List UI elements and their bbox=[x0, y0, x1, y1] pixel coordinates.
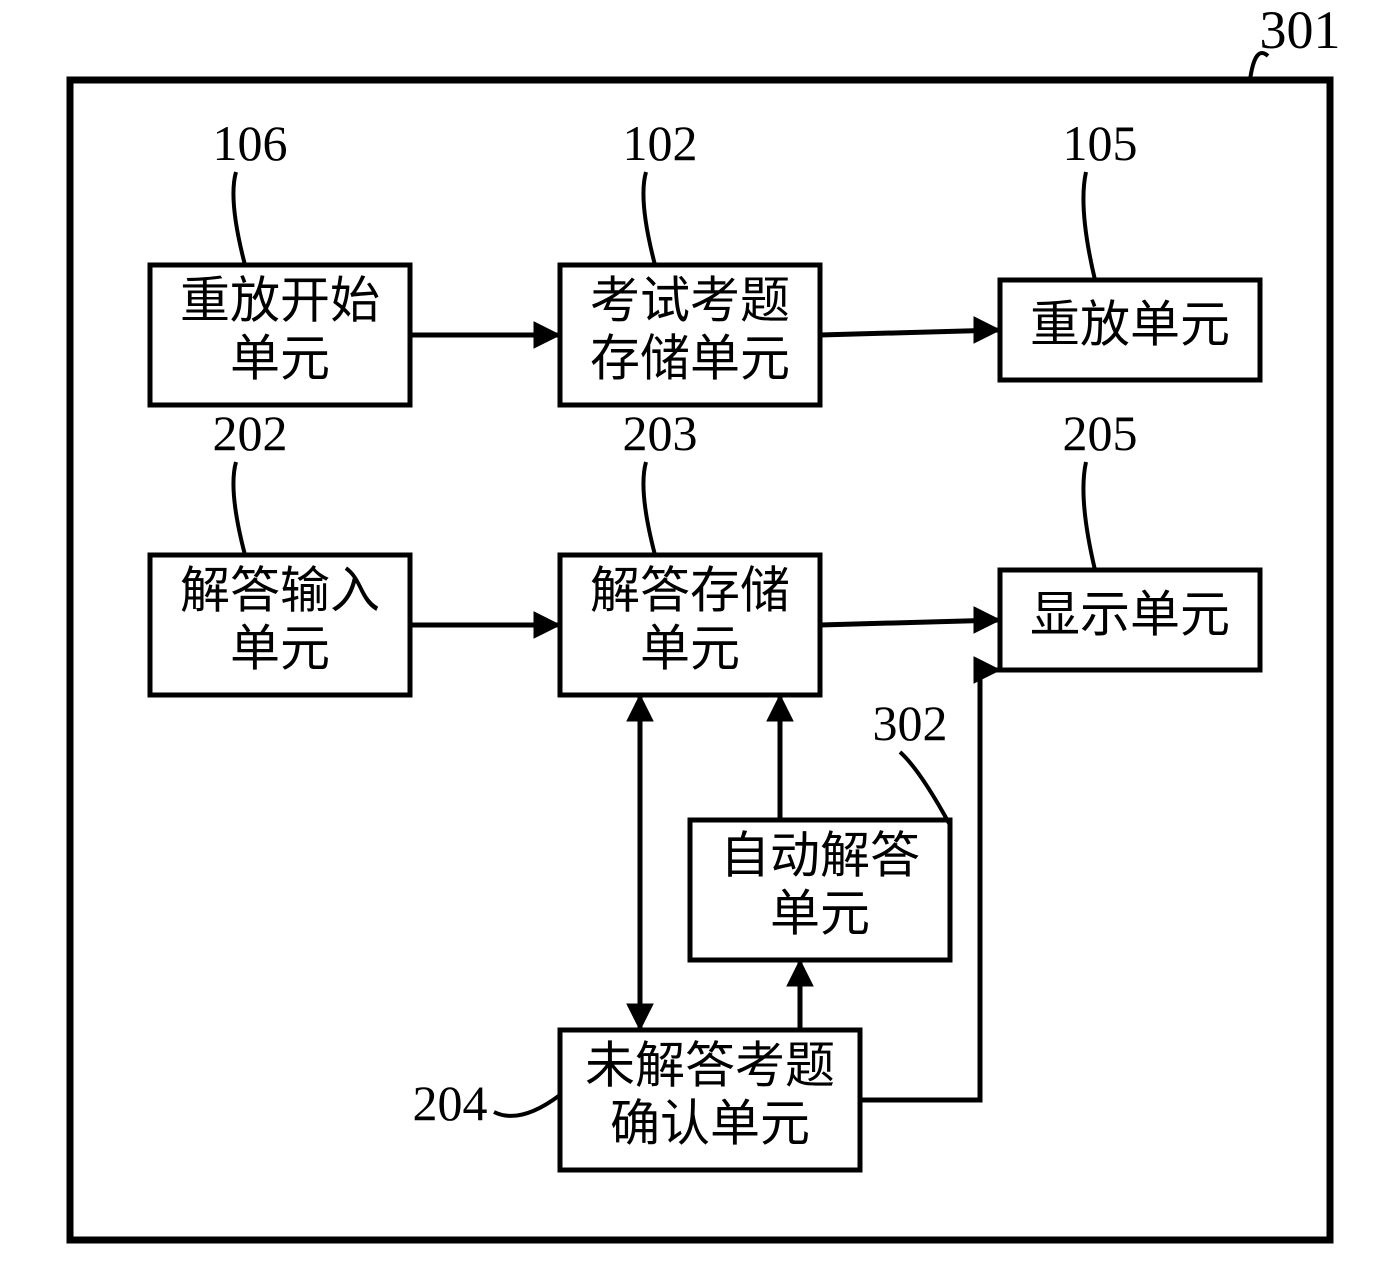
callout-number-b302: 302 bbox=[873, 695, 948, 751]
callout-number-b202: 202 bbox=[213, 405, 288, 461]
callout-number-b106: 106 bbox=[213, 115, 288, 171]
callout-number-b203: 203 bbox=[623, 405, 698, 461]
callout-number-b102: 102 bbox=[623, 115, 698, 171]
callout-number-b204: 204 bbox=[413, 1075, 488, 1131]
callout-number-b205: 205 bbox=[1063, 405, 1138, 461]
block-label-b106-l0: 重放开始 bbox=[180, 272, 380, 328]
block-label-b105-l0: 重放单元 bbox=[1030, 296, 1230, 352]
callout-number-301: 301 bbox=[1260, 0, 1341, 60]
block-label-b205-l0: 显示单元 bbox=[1030, 586, 1230, 642]
block-label-b102-l0: 考试考题 bbox=[590, 272, 790, 328]
block-label-b102-l1: 存储单元 bbox=[590, 330, 790, 386]
block-label-b302-l1: 单元 bbox=[770, 885, 870, 941]
callout-number-b105: 105 bbox=[1063, 115, 1138, 171]
block-label-b202-l1: 单元 bbox=[230, 620, 330, 676]
block-label-b106-l1: 单元 bbox=[230, 330, 330, 386]
block-label-b302-l0: 自动解答 bbox=[720, 827, 920, 883]
block-label-b204-l0: 未解答考题 bbox=[585, 1037, 835, 1093]
block-label-b203-l1: 单元 bbox=[640, 620, 740, 676]
block-label-b204-l1: 确认单元 bbox=[610, 1095, 810, 1151]
block-label-b203-l0: 解答存储 bbox=[590, 562, 790, 618]
block-label-b202-l0: 解答输入 bbox=[180, 562, 380, 618]
